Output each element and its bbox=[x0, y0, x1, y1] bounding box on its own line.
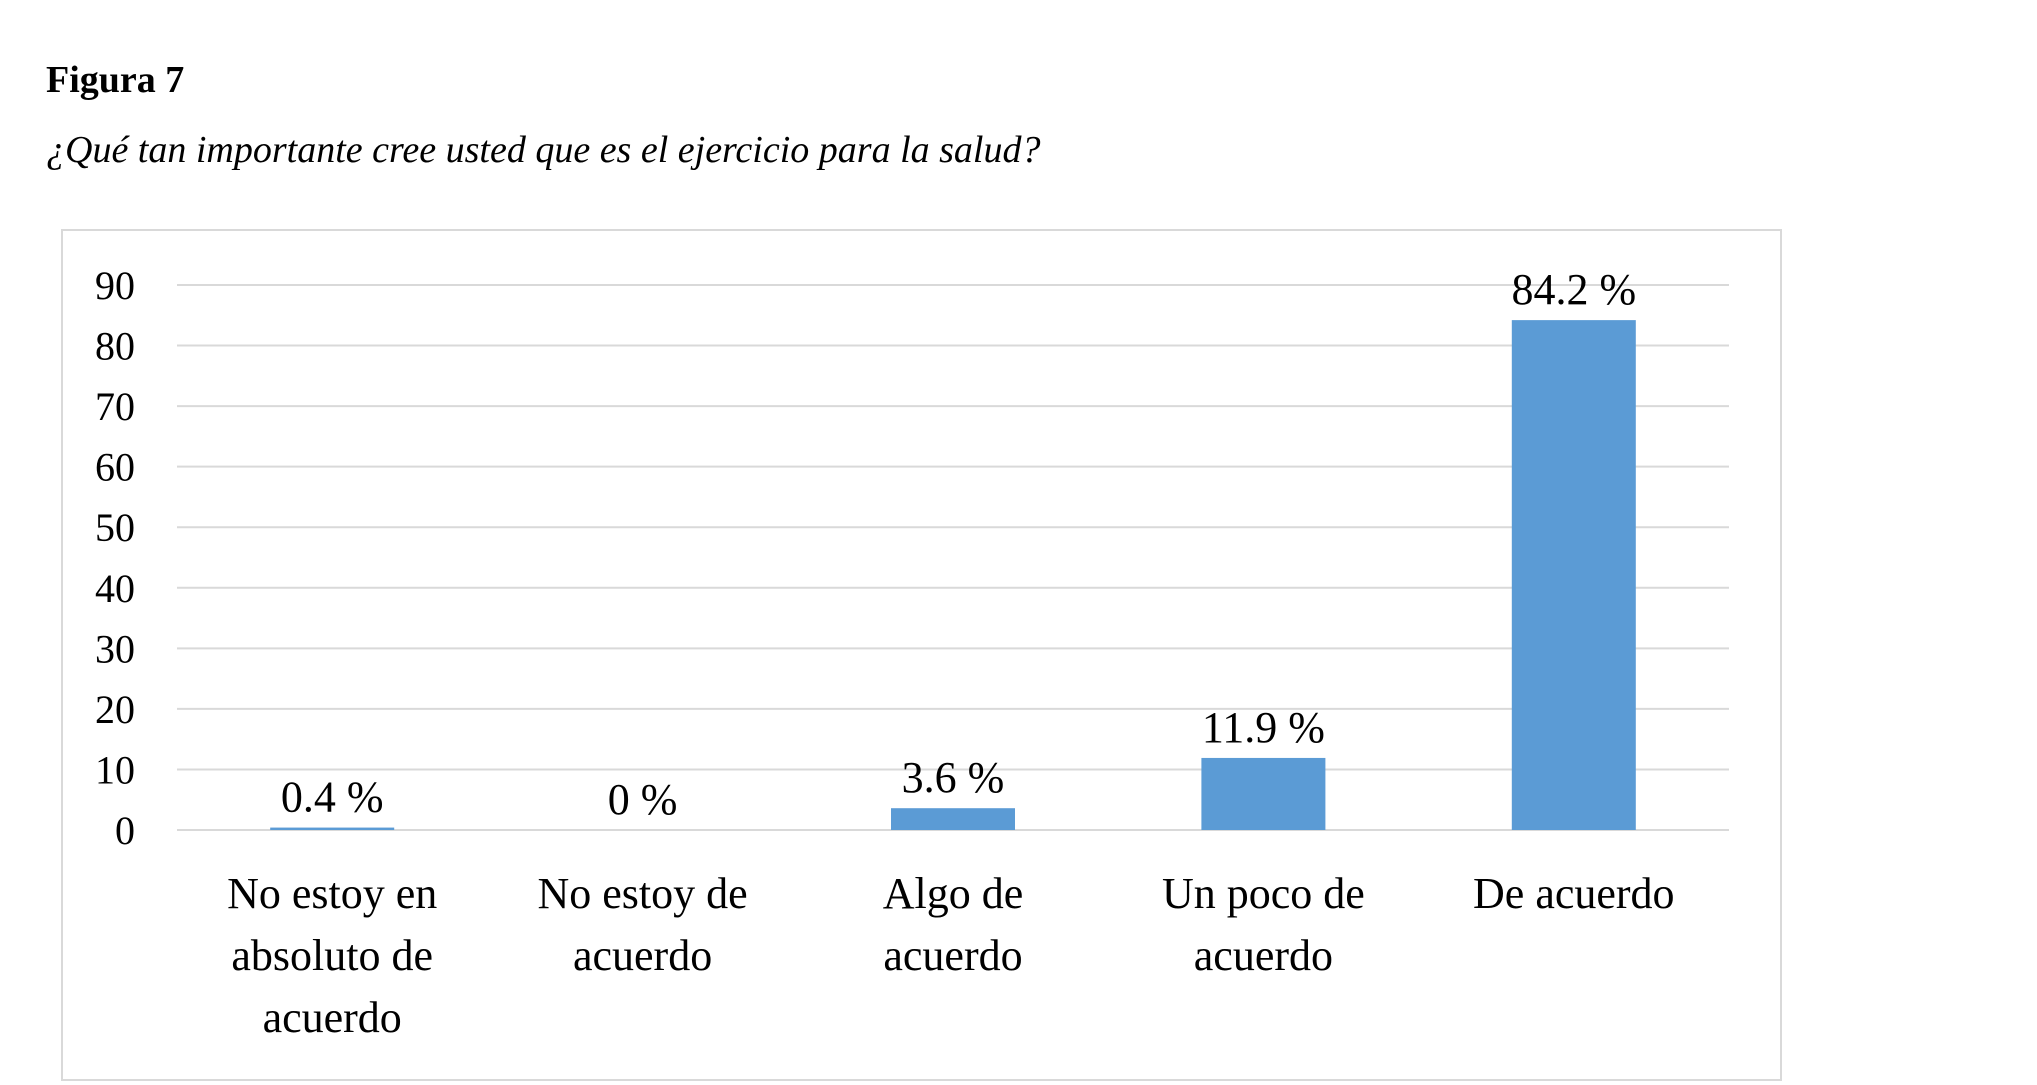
data-label: 84.2 % bbox=[1511, 265, 1636, 314]
bar bbox=[270, 827, 395, 830]
y-tick-label: 0 bbox=[115, 808, 135, 853]
y-tick-label: 60 bbox=[95, 445, 135, 490]
y-tick-label: 10 bbox=[95, 747, 135, 792]
data-label: 0 % bbox=[608, 775, 678, 824]
y-tick-label: 90 bbox=[95, 263, 135, 308]
y-tick-label: 80 bbox=[95, 324, 135, 369]
x-category-label: No estoy en bbox=[227, 869, 437, 918]
y-tick-label: 30 bbox=[95, 626, 135, 671]
bar bbox=[1511, 320, 1636, 830]
x-category-label: acuerdo bbox=[573, 931, 712, 980]
data-label: 0.4 % bbox=[281, 773, 384, 822]
x-category-label: acuerdo bbox=[883, 931, 1022, 980]
figure-label: Figura 7 bbox=[46, 59, 185, 101]
figure-title: ¿Qué tan importante cree usted que es el… bbox=[46, 129, 1041, 171]
y-tick-label: 50 bbox=[95, 505, 135, 550]
x-category-label: De acuerdo bbox=[1473, 869, 1675, 918]
chart-border bbox=[61, 229, 1782, 1081]
bar bbox=[891, 808, 1015, 830]
y-tick-label: 20 bbox=[95, 687, 135, 732]
x-category-label: Algo de bbox=[883, 869, 1024, 918]
x-category-label: acuerdo bbox=[1194, 931, 1333, 980]
data-label: 11.9 % bbox=[1202, 703, 1325, 752]
bar bbox=[1201, 757, 1326, 830]
y-tick-label: 40 bbox=[95, 566, 135, 611]
x-category-label: acuerdo bbox=[263, 993, 402, 1042]
data-label: 3.6 % bbox=[902, 753, 1005, 802]
x-category-label: No estoy de bbox=[538, 869, 748, 918]
x-category-label: absoluto de bbox=[231, 931, 433, 980]
x-category-label: Un poco de bbox=[1162, 869, 1365, 918]
y-tick-label: 70 bbox=[95, 384, 135, 429]
